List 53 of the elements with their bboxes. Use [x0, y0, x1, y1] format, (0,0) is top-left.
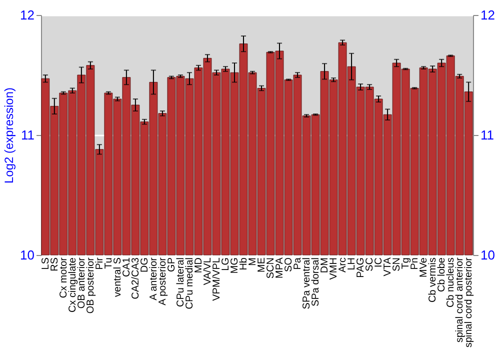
x-tick-label: VPM/VPL — [211, 257, 222, 301]
x-tick-label: Pir — [94, 256, 106, 270]
x-tick-label: ventral S — [112, 257, 124, 297]
x-tick-label: GP — [166, 257, 178, 272]
x-tick-label: SC — [364, 258, 376, 272]
x-tick-label: Tu — [103, 258, 114, 269]
x-tick-label: Pn — [410, 258, 421, 270]
x-tick-label: Cb nucleus — [446, 258, 457, 308]
x-tick-label: Cx motor — [58, 256, 70, 298]
x-tick-label: DM — [320, 258, 331, 274]
x-tick-label: Cb lobe — [436, 257, 448, 292]
x-tick-label: MVe — [418, 257, 430, 278]
x-tick-label: SCN — [266, 258, 277, 279]
x-tick-label: A posterior — [157, 256, 168, 306]
x-tick-label: VTA — [382, 257, 394, 276]
x-tick-label: VA/VL — [202, 257, 214, 286]
x-tick-label: LG — [220, 257, 232, 271]
x-tick-label: CPu lateral — [175, 258, 186, 307]
x-tick-label: LH — [346, 258, 358, 270]
x-tick-label: SN — [392, 258, 403, 272]
y-tick-label: 11 — [21, 128, 34, 142]
y-tick-label: 10 — [20, 248, 34, 262]
x-tick-label: Cx cingulate — [67, 257, 78, 313]
x-tick-label: CA1 — [121, 257, 132, 277]
x-tick-label: SPa dorsal — [310, 258, 322, 306]
x-tick-label: PAG — [356, 257, 367, 278]
y2-tick-label: 11 — [480, 128, 494, 142]
y-axis-title: Log2 (expression) — [2, 87, 16, 184]
x-tick-label: Tg — [400, 258, 412, 270]
x-tick-label: M — [248, 258, 258, 266]
x-tick-label: Pa — [292, 257, 304, 270]
x-tick-label: CPu medial — [184, 258, 196, 310]
y2-tick-label: 12 — [480, 8, 495, 22]
x-tick-label: MG — [229, 257, 240, 274]
x-tick-label: LS — [40, 257, 52, 270]
x-tick-label: DG — [139, 257, 150, 272]
x-tick-label: OB posterior — [85, 256, 96, 314]
x-tick-label: ME — [256, 257, 268, 272]
x-tick-label: MD — [193, 258, 204, 274]
x-tick-label: CA2/CA3 — [130, 257, 142, 300]
x-tick-label: OB anterior — [76, 256, 88, 309]
x-tick-label: Hb — [238, 257, 250, 270]
x-tick-label: spinal cord posterior — [464, 256, 475, 348]
x-tick-label: SO — [284, 257, 295, 272]
x-tick-label: RS — [49, 257, 60, 272]
y2-tick-label: 10 — [480, 248, 495, 262]
x-tick-label: spinal cord anterior — [454, 256, 466, 343]
x-tick-label: Arc — [338, 258, 349, 272]
y-tick-label: 12 — [20, 8, 34, 22]
x-tick-label: IC — [374, 258, 385, 268]
x-tick-label: MPA — [274, 257, 286, 278]
x-tick-label: A anterior — [148, 256, 160, 300]
x-tick-label: VMH — [328, 258, 340, 280]
